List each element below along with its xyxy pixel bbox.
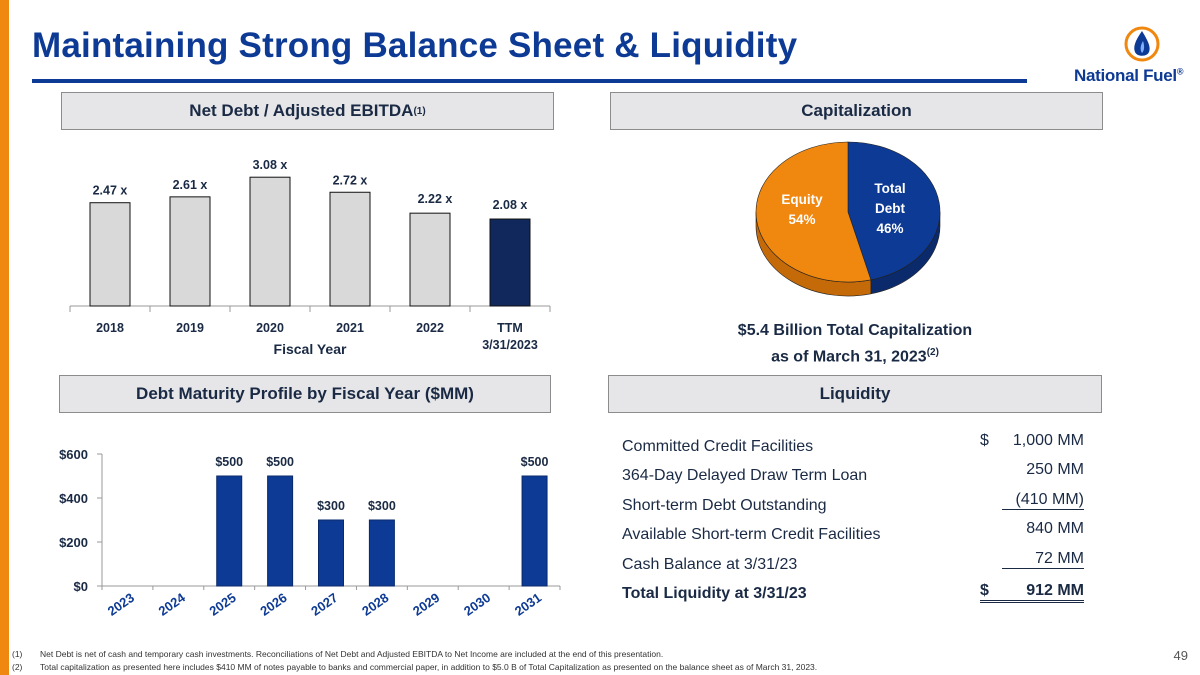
bar bbox=[368, 519, 395, 587]
liquidity-row: Short-term Debt Outstanding (410 MM) bbox=[622, 491, 1092, 520]
data-label: 2.72 x bbox=[333, 173, 368, 187]
data-label: 2.61 x bbox=[173, 178, 208, 192]
bar bbox=[267, 475, 294, 587]
category-label: 2027 bbox=[308, 590, 340, 619]
data-label: $300 bbox=[368, 499, 396, 513]
liquidity-row-label: Available Short-term Credit Facilities bbox=[622, 526, 881, 544]
data-label: 2.47 x bbox=[93, 184, 128, 198]
footnote: (2) Total capitalization as presented her… bbox=[12, 661, 818, 672]
capitalization-caption: $5.4 Billion Total Capitalization as of … bbox=[737, 322, 973, 366]
pie-label-debt-pct: 46% bbox=[876, 221, 903, 236]
category-label: 2020 bbox=[256, 321, 284, 335]
liquidity-row: Committed Credit Facilities $1,000 MM bbox=[622, 432, 1092, 461]
category-label: 2031 bbox=[512, 590, 544, 619]
liquidity-row-label: 364-Day Delayed Draw Term Loan bbox=[622, 467, 868, 485]
liquidity-row-value: 72 MM bbox=[1002, 550, 1084, 569]
footnote: (1) Net Debt is net of cash and temporary… bbox=[12, 649, 664, 659]
liquidity-row: Available Short-term Credit Facilities 84… bbox=[622, 520, 1092, 549]
data-label: $500 bbox=[215, 455, 243, 469]
national-fuel-logo-icon bbox=[1124, 26, 1160, 62]
y-tick-label: $600 bbox=[59, 447, 88, 462]
pie-label-equity-pct: 54% bbox=[788, 212, 815, 227]
pie-label-equity: Equity bbox=[781, 192, 823, 207]
bar bbox=[318, 519, 344, 587]
liquidity-row-dollar-sign: $ bbox=[980, 582, 989, 603]
liquidity-row-label: Committed Credit Facilities bbox=[622, 438, 814, 455]
liquidity-section-header: Liquidity bbox=[608, 375, 1102, 413]
page-number: 49 bbox=[1173, 648, 1188, 663]
category-label: 2018 bbox=[96, 321, 124, 335]
ebitda-section-header: Net Debt / Adjusted EBITDA (1) bbox=[61, 92, 554, 130]
pie-slice-total-debt bbox=[847, 141, 941, 281]
liquidity-row-dollar-sign: $ bbox=[980, 432, 989, 449]
bar bbox=[169, 196, 211, 307]
y-tick-label: $0 bbox=[74, 579, 88, 594]
liquidity-row-label: Total Liquidity at 3/31/23 bbox=[622, 584, 807, 602]
debt-maturity-bar-chart: $0 $200 $400 $600 2023 2024 $500 2025 $500 2026 $3… bbox=[59, 447, 561, 619]
liquidity-row: Total Liquidity at 3/31/23 $912 MM bbox=[622, 579, 1092, 608]
capitalization-section-header: Capitalization bbox=[610, 92, 1103, 130]
ebitda-bar-chart: 2.47 x 2018 2.61 x 2019 3.08 x 2020 2.72 x 2021… bbox=[69, 158, 551, 357]
liquidity-table: Committed Credit Facilities $1,000 MM 364-… bbox=[622, 432, 1092, 608]
category-label: 2028 bbox=[359, 590, 391, 619]
liquidity-row-label: Short-term Debt Outstanding bbox=[622, 496, 827, 514]
footnotes: (1) Net Debt is net of cash and temporary… bbox=[12, 648, 1162, 673]
y-tick-label: $200 bbox=[59, 535, 88, 550]
liquidity-row: Cash Balance at 3/31/23 72 MM bbox=[622, 550, 1092, 579]
liquidity-row-value: 250 MM bbox=[1026, 461, 1084, 479]
category-sublabel: 3/31/2023 bbox=[482, 338, 538, 352]
category-label: 2026 bbox=[257, 590, 289, 619]
category-label: 2019 bbox=[176, 321, 204, 335]
maturity-section-header: Debt Maturity Profile by Fiscal Year ($M… bbox=[59, 375, 551, 413]
bar bbox=[521, 475, 548, 587]
accent-side-bar bbox=[0, 0, 9, 675]
data-label: 2.22 x bbox=[418, 192, 453, 206]
category-label: 2021 bbox=[336, 321, 364, 335]
liquidity-row-value: 912 MM bbox=[989, 582, 1084, 603]
bar bbox=[489, 218, 531, 307]
y-tick-label: $400 bbox=[59, 491, 88, 506]
capitalization-pie-chart: Total Debt 46% Equity 54% bbox=[755, 141, 941, 297]
category-label: 2022 bbox=[416, 321, 444, 335]
liquidity-row-value: 840 MM bbox=[1026, 520, 1084, 538]
pie-slice-equity bbox=[755, 141, 872, 283]
category-label: TTM bbox=[497, 321, 523, 335]
category-label: 2030 bbox=[461, 590, 493, 619]
data-label: $500 bbox=[266, 455, 294, 469]
bar bbox=[329, 191, 371, 307]
data-label: 3.08 x bbox=[253, 158, 288, 172]
category-label: 2025 bbox=[206, 590, 238, 619]
category-label: 2023 bbox=[105, 590, 137, 619]
liquidity-row-label: Cash Balance at 3/31/23 bbox=[622, 555, 798, 573]
pie-label-debt: Total bbox=[874, 181, 905, 196]
x-axis-title: Fiscal Year bbox=[274, 341, 347, 357]
data-label: 2.08 x bbox=[493, 198, 528, 212]
logo-wordmark: National Fuel® bbox=[1074, 66, 1184, 85]
pie-label-debt: Debt bbox=[875, 201, 906, 216]
liquidity-row-value: (410 MM) bbox=[1002, 491, 1084, 510]
category-label: 2024 bbox=[156, 589, 189, 618]
bar bbox=[216, 475, 243, 587]
data-label: $500 bbox=[521, 455, 549, 469]
title-divider bbox=[32, 79, 1027, 83]
bar bbox=[89, 202, 131, 307]
bar bbox=[249, 176, 291, 307]
data-label: $300 bbox=[317, 499, 345, 513]
bar bbox=[409, 212, 451, 307]
liquidity-row: 364-Day Delayed Draw Term Loan 250 MM bbox=[622, 461, 1092, 490]
page-title: Maintaining Strong Balance Sheet & Liqui… bbox=[32, 26, 798, 65]
category-label: 2029 bbox=[410, 590, 442, 619]
liquidity-row-value: 1,000 MM bbox=[1012, 432, 1084, 449]
